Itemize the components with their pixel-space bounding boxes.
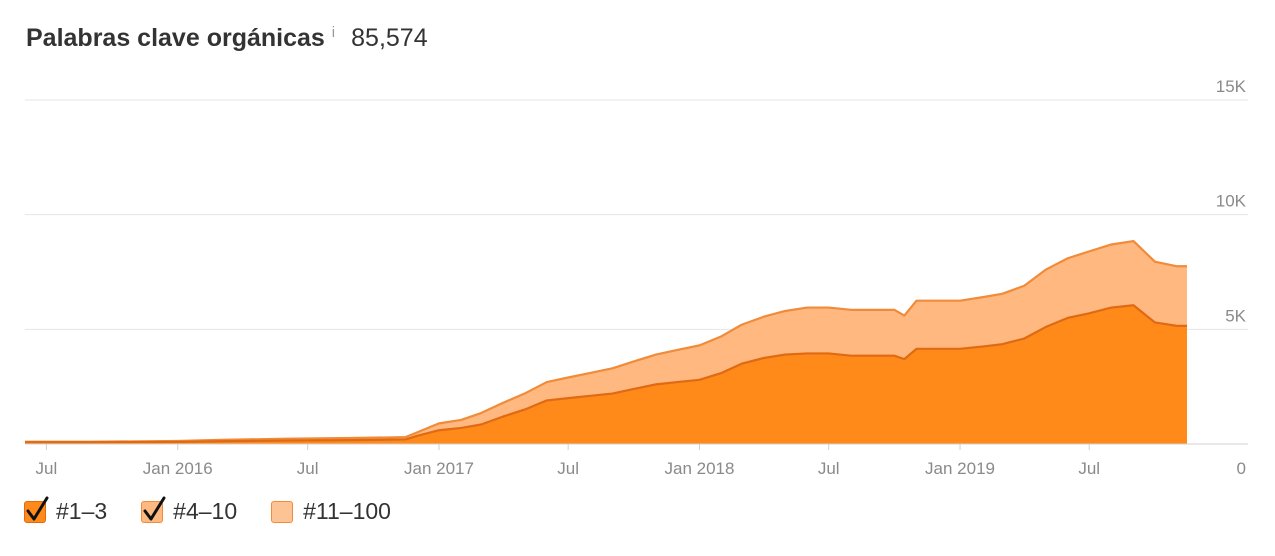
axes: 0 5K 10K 15K Jul Jan 2016 Jul Jan 2017 Jul Jan 20… [25,80,1248,478]
legend: #1–3 #4–10 #11–100 [24,496,425,525]
series-areas [25,241,1187,444]
info-icon[interactable]: i [331,24,336,41]
keywords-area-chart: 0 5K 10K 15K Jul Jan 2016 Jul Jan 2017 Jul Jan 20… [25,80,1248,478]
legend-label-top4-10: #4–10 [173,498,238,524]
x-tick-label: Jan 2019 [925,459,995,478]
y-tick-label: 10K [1216,192,1247,211]
x-tick-label: Jul [297,459,319,478]
legend-checkbox-top11-100[interactable] [271,500,294,523]
y-tick-label: 0 [1237,459,1246,478]
series-line-top4-10 [25,239,1187,443]
total-keywords: 85,574 [351,24,428,52]
chart-header: Palabras clave orgánicas i 85,574 [26,24,428,58]
checkmark-icon [143,496,166,520]
legend-item-top4-10[interactable]: #4–10 [141,496,238,525]
x-tick-label: Jan 2017 [404,459,474,478]
series-line-top3 [25,304,1187,444]
y-tick-label: 15K [1216,80,1247,96]
legend-checkbox-top4-10[interactable] [141,496,166,523]
series-area-top3 [25,305,1187,444]
x-tick-label: Jul [557,459,579,478]
chart-title: Palabras clave orgánicas [26,24,325,52]
series-lines [25,239,1187,444]
legend-label-top3: #1–3 [56,498,108,524]
legend-checkbox-top3[interactable] [24,496,49,523]
x-tick-label: Jul [818,459,840,478]
legend-item-top3[interactable]: #1–3 [24,496,108,525]
legend-label-top11-100: #11–100 [303,498,391,524]
checkmark-icon [26,496,49,520]
x-tick-label: Jul [36,459,58,478]
legend-item-top11-100[interactable]: #11–100 [271,498,391,525]
x-tick-label: Jan 2018 [665,459,735,478]
x-tick-label: Jan 2016 [143,459,213,478]
x-tick-label: Jul [1078,459,1100,478]
series-area-top4-10 [25,241,1187,443]
y-tick-label: 5K [1225,306,1246,325]
